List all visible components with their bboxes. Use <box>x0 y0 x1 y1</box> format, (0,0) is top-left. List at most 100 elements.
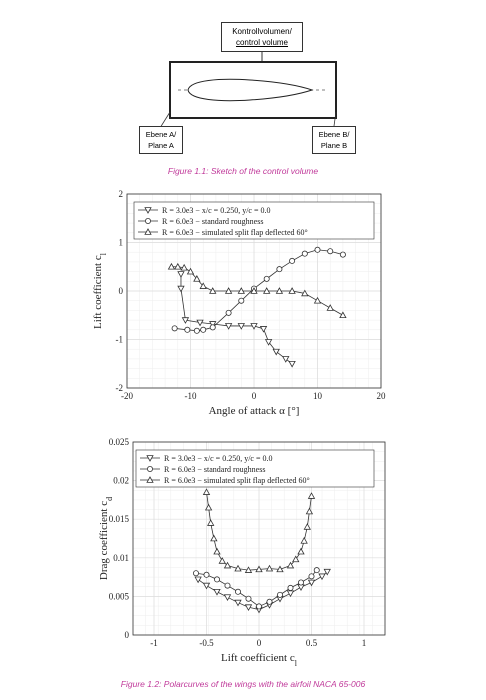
data-point <box>167 262 176 270</box>
y-tick-label: 0 <box>125 630 130 640</box>
data-point <box>181 317 190 324</box>
data-point <box>313 296 322 304</box>
data-point <box>184 326 191 333</box>
plane-b-line2: Plane B <box>320 141 348 150</box>
data-point <box>209 324 216 331</box>
data-point <box>196 319 204 327</box>
plane-a-line2: Plane A <box>148 141 174 150</box>
y-tick-label: 0.025 <box>109 437 130 447</box>
control-volume-label-box: Kontrollvolumen/ control volume <box>221 22 303 52</box>
data-point <box>174 262 182 270</box>
data-point <box>250 287 258 294</box>
x-axis-label: Angle of attack α [°] <box>209 405 300 417</box>
data-point <box>276 591 283 598</box>
data-point <box>213 576 220 583</box>
data-point <box>327 248 334 255</box>
data-point <box>288 287 296 294</box>
data-point <box>223 594 232 601</box>
data-point <box>292 555 300 563</box>
legend-marker <box>146 476 154 483</box>
legend: R = 3.0e3 − x/c = 0.250, y/c = 0.0 R = 6.… <box>133 201 375 240</box>
legend-marker <box>146 455 154 462</box>
series-3 <box>167 262 347 319</box>
data-point <box>237 323 245 330</box>
data-point <box>339 311 347 319</box>
legend: R = 3.0e3 − x/c = 0.250, y/c = 0.0 R = 6.… <box>135 449 375 488</box>
data-point <box>186 267 195 275</box>
x-tick-label: 0 <box>257 638 262 648</box>
plane-b-line1: Ebene B/ <box>318 130 350 139</box>
data-point <box>266 598 273 605</box>
series-1 <box>177 271 296 368</box>
x-tick-label: -10 <box>185 391 197 401</box>
data-point <box>297 579 304 586</box>
plot-frame <box>132 441 386 636</box>
data-point <box>209 321 217 328</box>
y-tick-label: 0 <box>119 286 124 296</box>
figure-1-2-caption: Figure 1.2: Polarcurves of the wings wit… <box>120 679 366 689</box>
data-point <box>318 573 326 581</box>
data-point <box>272 348 280 356</box>
control-volume-label-line1: Kontrollvolumen/ <box>232 27 292 36</box>
data-point <box>224 582 231 589</box>
data-point <box>200 326 207 333</box>
legend-entry: R = 3.0e3 − x/c = 0.250, y/c = 0.0 <box>162 206 270 215</box>
data-point <box>224 287 233 294</box>
y-tick-label: 0.02 <box>113 476 129 486</box>
data-point <box>207 519 215 526</box>
x-tick-label: -1 <box>150 638 158 648</box>
data-point <box>263 287 271 294</box>
legend-box <box>133 201 375 240</box>
legend-box <box>135 449 375 488</box>
x-tick-label: 10 <box>313 391 323 401</box>
legend-entry: R = 6.0e3 − standard roughness <box>162 217 263 226</box>
data-point <box>177 271 185 278</box>
x-axis-label: Lift coefficient cl <box>221 652 298 668</box>
data-point <box>282 356 290 363</box>
data-point <box>199 282 207 289</box>
data-point <box>308 573 315 580</box>
series-3 <box>202 488 316 573</box>
airfoil-shape <box>187 78 314 102</box>
y-tick-label: -2 <box>116 383 124 393</box>
data-point <box>194 576 202 584</box>
x-tick-label: 0 <box>252 391 257 401</box>
legend-marker <box>144 207 152 214</box>
data-point <box>224 323 233 330</box>
y-tick-label: 0.015 <box>109 514 130 524</box>
legend-entry: R = 6.0e3 − simulated split flap deflect… <box>164 476 310 485</box>
legend-entry: R = 6.0e3 − simulated split flap deflect… <box>162 228 308 237</box>
data-point <box>307 579 316 587</box>
data-point <box>204 503 213 511</box>
data-point <box>213 547 221 555</box>
data-point <box>218 557 226 564</box>
plane-a-label-box: Ebene A/ Plane A <box>139 126 183 154</box>
data-point <box>326 304 334 311</box>
x-tick-label: 20 <box>377 391 387 401</box>
legend-entry: R = 3.0e3 − x/c = 0.250, y/c = 0.0 <box>164 454 272 463</box>
data-point <box>286 561 295 569</box>
data-point <box>276 266 283 273</box>
data-point <box>255 565 263 573</box>
data-point <box>234 599 242 607</box>
leader-line-plane-a <box>159 111 171 129</box>
data-point <box>225 309 232 316</box>
drag-polar-chart: -1 -0.5 0 0.5 1 0 0.005 0.01 0.015 0.02 0.025 R = 3… <box>98 437 386 668</box>
x-tick-label: -0.5 <box>199 638 214 648</box>
data-point <box>177 285 185 293</box>
control-volume-sketch <box>159 52 337 129</box>
x-tick-label: -20 <box>121 391 133 401</box>
data-point <box>307 492 316 499</box>
data-point <box>303 523 311 530</box>
y-axis-label: Drag coefficient cd <box>98 497 114 580</box>
figure-1-1-caption: Figure 1.1: Sketch of the control volume <box>167 166 319 176</box>
data-point <box>255 603 262 610</box>
y-tick-label: 2 <box>119 189 124 199</box>
data-point <box>250 323 258 330</box>
data-point <box>244 566 253 573</box>
data-point <box>234 588 241 595</box>
x-tick-label: 0.5 <box>306 638 318 648</box>
data-point <box>245 595 252 602</box>
data-point <box>193 275 201 282</box>
